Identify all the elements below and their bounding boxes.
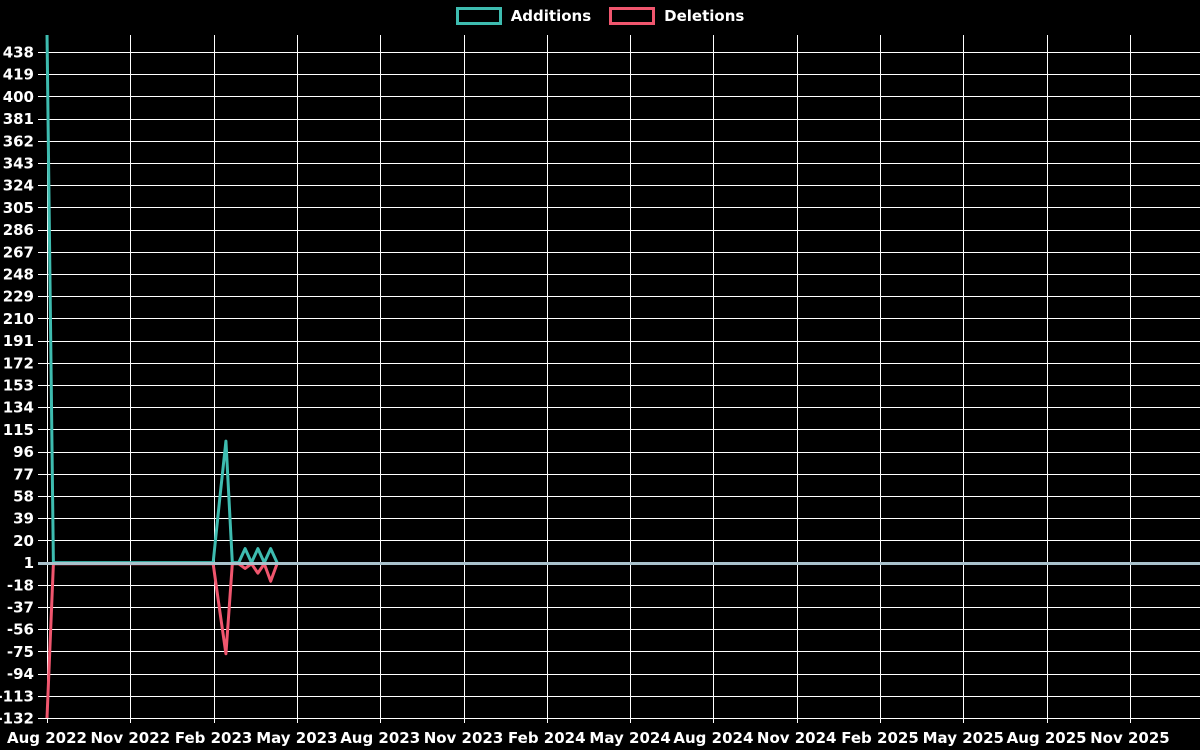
y-axis-tick-label: 438 — [3, 44, 34, 62]
x-axis-tick-label: Nov 2024 — [757, 729, 837, 747]
y-axis-tick-label: -113 — [0, 687, 34, 705]
x-axis-tick-label: Aug 2022 — [7, 729, 87, 747]
axis-labels: 438 419 400 381 362 343 324 305 286 267 248 229 210 1… — [0, 44, 1170, 748]
legend-item-deletions[interactable]: Deletions — [609, 7, 744, 25]
y-axis-tick-label: 248 — [3, 266, 34, 284]
y-axis-tick-label: 96 — [13, 443, 34, 461]
legend-label-deletions: Deletions — [664, 7, 745, 25]
x-axis-tick-label: Nov 2025 — [1090, 729, 1170, 747]
y-axis-tick-label: 134 — [3, 399, 34, 417]
y-axis-tick-label: -132 — [0, 710, 34, 728]
y-axis-tick-label: -37 — [7, 599, 34, 617]
legend-label-additions: Additions — [510, 7, 592, 25]
x-axis-tick-label: May 2023 — [256, 729, 337, 747]
y-axis-tick-label: 172 — [3, 354, 34, 372]
y-axis-tick-label: 210 — [3, 310, 34, 328]
x-axis-tick-label: Feb 2025 — [841, 729, 919, 747]
x-axis-tick-label: Aug 2023 — [340, 729, 420, 747]
y-axis-tick-label: 58 — [13, 488, 34, 506]
y-axis-tick-label: 77 — [13, 465, 34, 483]
x-axis-tick-label: Nov 2022 — [90, 729, 170, 747]
y-axis-tick-label: 400 — [3, 88, 34, 106]
y-axis-tick-label: 343 — [3, 155, 34, 173]
y-axis-tick-label: 191 — [3, 332, 34, 350]
x-axis-tick-label: May 2025 — [923, 729, 1004, 747]
y-axis-tick-label: 305 — [3, 199, 34, 217]
y-axis-tick-label: 153 — [3, 377, 34, 395]
deletions-legend-swatch-icon — [609, 7, 656, 25]
x-axis-tick-label: Aug 2025 — [1007, 729, 1087, 747]
x-axis-tick-label: Feb 2024 — [508, 729, 586, 747]
x-axis-tick-label: Nov 2023 — [424, 729, 504, 747]
y-axis-tick-label: 381 — [3, 110, 34, 128]
y-axis-tick-label: 39 — [13, 510, 34, 528]
y-axis-tick-label: -75 — [7, 643, 34, 661]
y-axis-tick-label: 229 — [3, 288, 34, 306]
y-axis-tick-label: -94 — [7, 665, 34, 683]
y-axis-tick-label: 419 — [3, 66, 34, 84]
y-axis-tick-label: 20 — [13, 532, 34, 550]
chart-legend: Additions Deletions — [0, 7, 1200, 25]
additions-legend-swatch-icon — [455, 7, 502, 25]
y-axis-tick-label: -56 — [7, 621, 34, 639]
y-axis-tick-label: -18 — [7, 576, 34, 594]
y-axis-tick-label: 1 — [24, 554, 34, 572]
y-axis-tick-label: 362 — [3, 132, 34, 150]
y-axis-tick-label: 286 — [3, 221, 34, 239]
x-axis-tick-label: Aug 2024 — [673, 729, 753, 747]
x-axis-tick-label: May 2024 — [589, 729, 670, 747]
y-axis-tick-label: 324 — [3, 177, 34, 195]
legend-item-additions[interactable]: Additions — [455, 7, 592, 25]
y-axis-tick-label: 115 — [3, 421, 34, 439]
x-axis-tick-label: Feb 2023 — [175, 729, 253, 747]
y-axis-tick-label: 267 — [3, 243, 34, 261]
grid-lines — [38, 35, 1200, 723]
